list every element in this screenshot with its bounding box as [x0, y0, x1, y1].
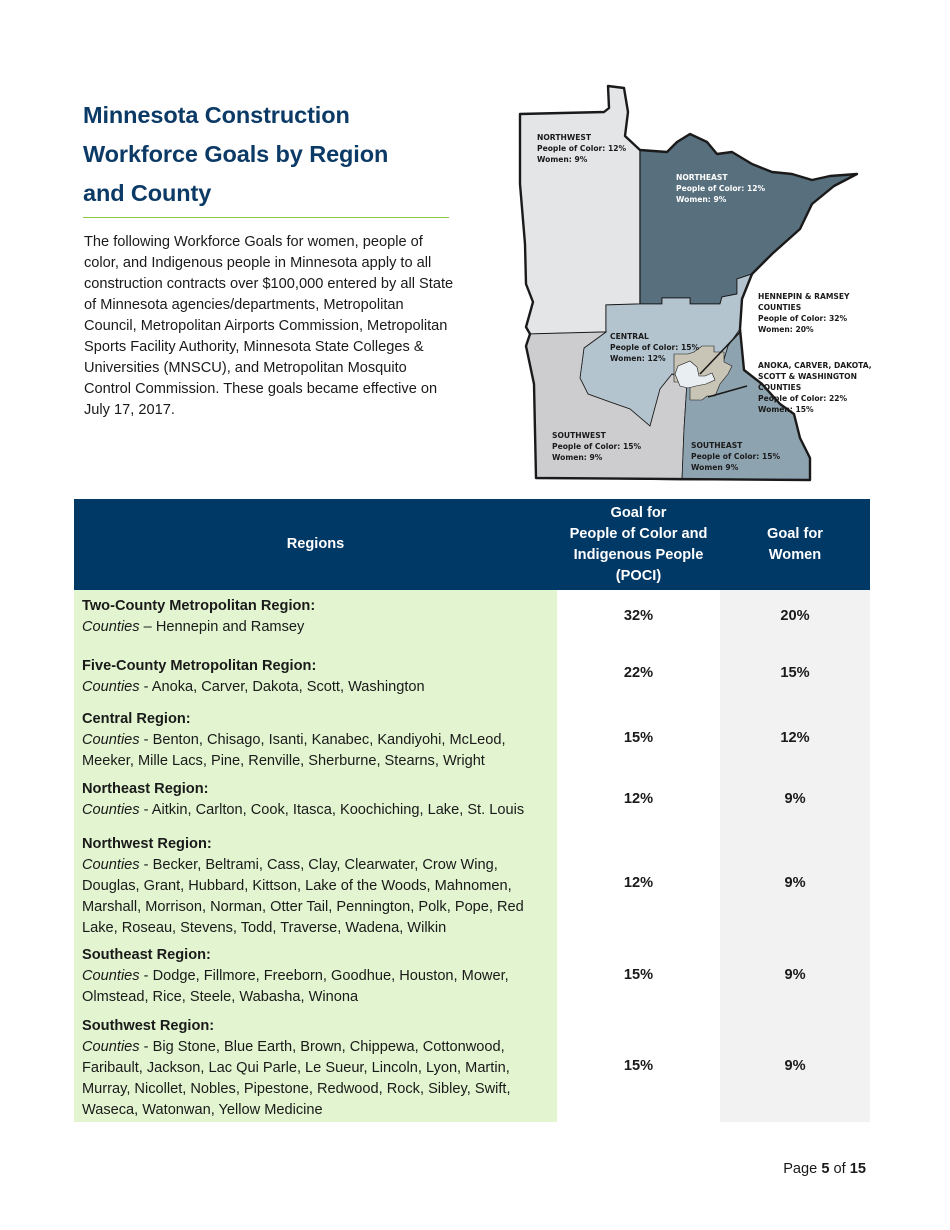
poci-goal-cell: 12%: [557, 772, 720, 827]
map-leader-line-two-county: [699, 331, 741, 375]
page-number: Page 5 of 15: [783, 1161, 866, 1177]
map-label-southwest: SOUTHWEST People of Color: 15% Women: 9%: [552, 431, 644, 462]
women-goal-cell: 12%: [720, 705, 870, 772]
map-label-hennepin-ramsey: HENNEPIN & RAMSEY COUNTIES People of Col…: [758, 292, 852, 334]
table-row: Northeast Region: Counties - Aitkin, Car…: [74, 772, 870, 827]
poci-goal-cell: 15%: [557, 705, 720, 772]
map-label-southeast: SOUTHEAST People of Color: 15% Women 9%: [691, 441, 783, 472]
women-goal-cell: 9%: [720, 772, 870, 827]
poci-goal-cell: 12%: [557, 827, 720, 939]
map-label-five-county: ANOKA, CARVER, DAKOTA, SCOTT & WASHINGTO…: [758, 361, 872, 414]
minnesota-regions-map: NORTHWEST People of Color: 12% Women: 9%…: [512, 84, 872, 484]
poci-goal-cell: 15%: [557, 939, 720, 1011]
map-region-five-county: [673, 345, 733, 401]
table-row: Southwest Region: Counties - Big Stone, …: [74, 1011, 870, 1122]
page-title-line-2: Workforce Goals by Region: [83, 141, 389, 167]
map-label-central: CENTRAL People of Color: 15% Women: 12%: [610, 332, 702, 363]
map-leader-line-five-county: [707, 385, 748, 398]
table-row: Central Region: Counties - Benton, Chisa…: [74, 705, 870, 772]
map-svg: NORTHWEST People of Color: 12% Women: 9%…: [518, 84, 872, 482]
region-cell: Northwest Region: Counties - Becker, Bel…: [74, 827, 557, 939]
header-regions: Regions: [74, 499, 557, 590]
poci-goal-cell: 32%: [557, 590, 720, 642]
poci-goal-cell: 22%: [557, 642, 720, 705]
map-region-northwest: [519, 85, 641, 335]
page-title: Minnesota Construction Workforce Goals b…: [83, 96, 449, 213]
women-goal-cell: 20%: [720, 590, 870, 642]
map-region-two-county: [674, 360, 716, 389]
intro-paragraph: The following Workforce Goals for women,…: [84, 234, 454, 418]
header-women-goal: Goal for Women: [720, 499, 870, 590]
page-title-line-3: and County: [83, 180, 212, 206]
page-title-line-1: Minnesota Construction: [83, 102, 350, 128]
header-poci-goal: Goal for People of Color and Indigenous …: [557, 499, 720, 590]
table-row: Five-County Metropolitan Region: Countie…: [74, 642, 870, 705]
map-label-northeast: NORTHEAST People of Color: 12% Women: 9%: [676, 173, 768, 204]
table-row: Southeast Region: Counties - Dodge, Fill…: [74, 939, 870, 1011]
women-goal-cell: 15%: [720, 642, 870, 705]
map-label-northwest: NORTHWEST People of Color: 12% Women: 9%: [537, 133, 629, 164]
title-block: Minnesota Construction Workforce Goals b…: [83, 96, 449, 218]
region-cell: Northeast Region: Counties - Aitkin, Car…: [74, 772, 557, 827]
table-row: Two-County Metropolitan Region: Counties…: [74, 590, 870, 642]
women-goal-cell: 9%: [720, 827, 870, 939]
women-goal-cell: 9%: [720, 1011, 870, 1122]
table-row: Northwest Region: Counties - Becker, Bel…: [74, 827, 870, 939]
title-divider: [83, 217, 449, 218]
region-cell: Central Region: Counties - Benton, Chisa…: [74, 705, 557, 772]
table-header-row: Regions Goal for People of Color and Ind…: [74, 499, 870, 590]
region-cell: Five-County Metropolitan Region: Countie…: [74, 642, 557, 705]
women-goal-cell: 9%: [720, 939, 870, 1011]
region-cell: Southeast Region: Counties - Dodge, Fill…: [74, 939, 557, 1011]
region-cell: Southwest Region: Counties - Big Stone, …: [74, 1011, 557, 1122]
map-state-outline: [518, 84, 859, 482]
region-cell: Two-County Metropolitan Region: Counties…: [74, 590, 557, 642]
workforce-goals-table: Regions Goal for People of Color and Ind…: [74, 499, 870, 1122]
poci-goal-cell: 15%: [557, 1011, 720, 1122]
